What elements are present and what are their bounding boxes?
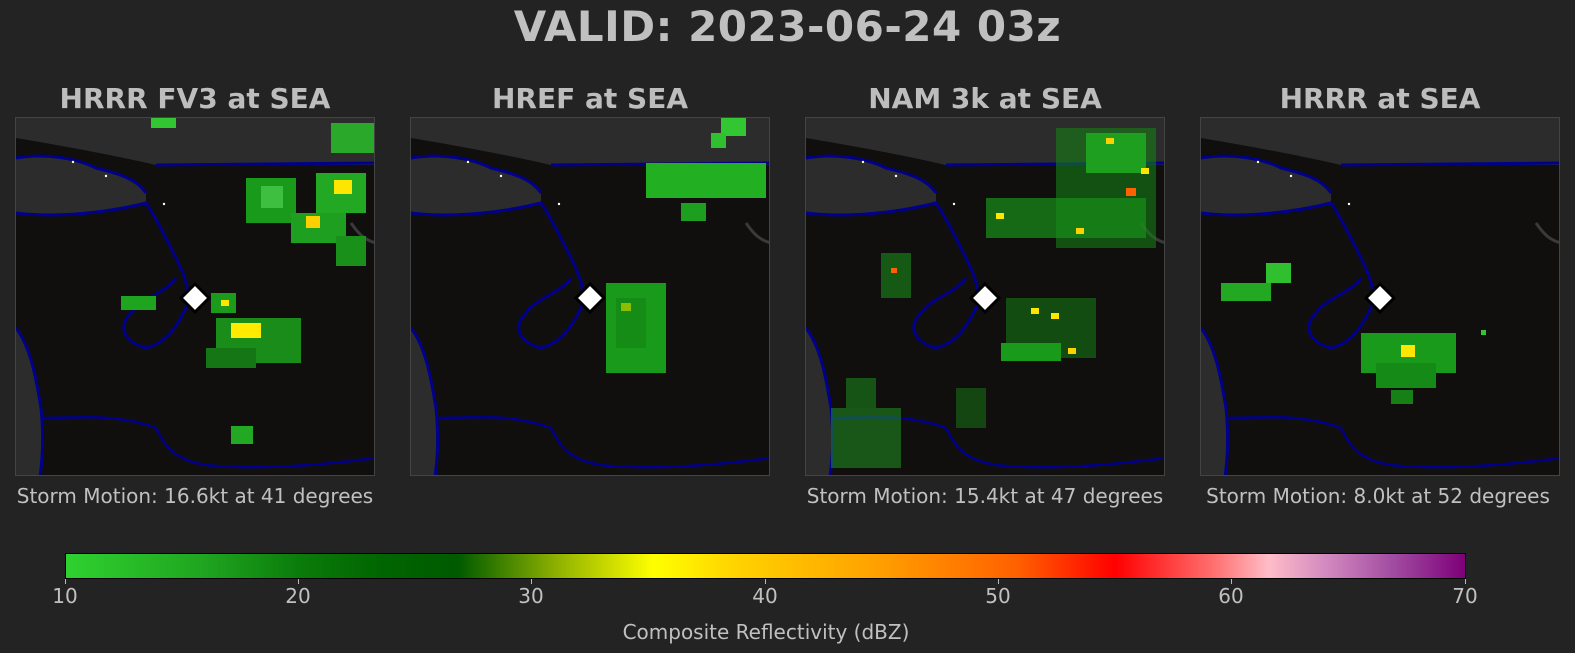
colorbar-tick-label: 40 [752, 584, 778, 608]
colorbar-tick-label: 10 [52, 584, 78, 608]
map-hrrr [1200, 117, 1560, 476]
storm-motion-nam-3k: Storm Motion: 15.4kt at 47 degrees [806, 484, 1164, 508]
panel-title-hrrr: HRRR at SEA [1279, 82, 1481, 115]
colorbar-label: Composite Reflectivity (dBZ) [622, 620, 910, 644]
reflectivity-echoes [121, 118, 374, 444]
reflectivity-echoes [1221, 263, 1486, 404]
colorbar-tick-label: 60 [1218, 584, 1244, 608]
panel-title-hrrr-fv3: HRRR FV3 at SEA [59, 82, 331, 115]
colorbar-tick-label: 70 [1452, 584, 1478, 608]
colorbar [65, 553, 1466, 579]
panel-title-nam-3k: NAM 3k at SEA [868, 82, 1102, 115]
storm-motion-hrrr-fv3: Storm Motion: 16.6kt at 41 degrees [16, 484, 374, 508]
colorbar-tick-label: 50 [985, 584, 1011, 608]
storm-motion-hrrr: Storm Motion: 8.0kt at 52 degrees [1206, 484, 1550, 508]
map-hrrr-fv3 [15, 117, 375, 476]
colorbar-tick-label: 20 [285, 584, 311, 608]
map-href [410, 117, 770, 476]
page-title: VALID: 2023-06-24 03z [513, 2, 1062, 51]
colorbar-tick-label: 30 [518, 584, 544, 608]
reflectivity-echoes [831, 128, 1156, 468]
map-nam-3k [805, 117, 1165, 476]
reflectivity-echoes [606, 118, 766, 373]
panel-title-href: HREF at SEA [492, 82, 688, 115]
